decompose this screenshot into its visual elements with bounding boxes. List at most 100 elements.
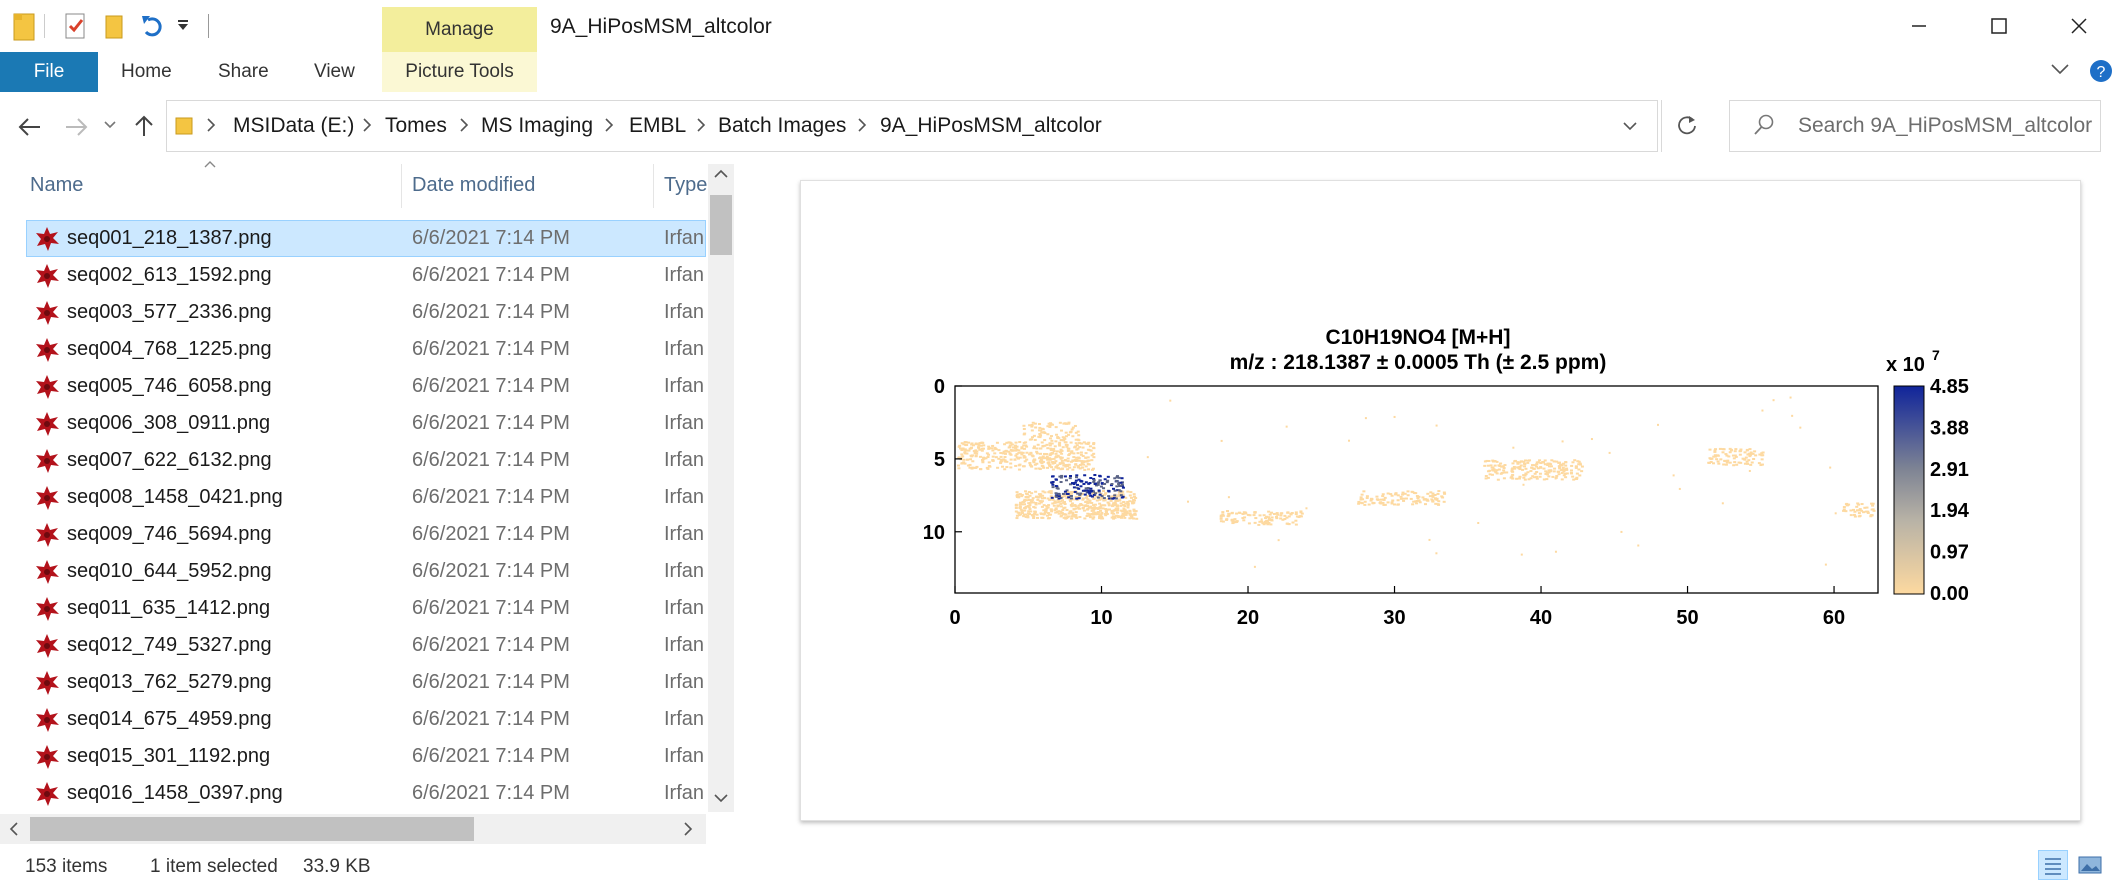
- recent-locations-button[interactable]: [104, 120, 116, 130]
- breadcrumb-batch-images[interactable]: Batch Images: [718, 114, 847, 137]
- intensity-pixel: [960, 449, 964, 452]
- intensity-pixel-high: [1057, 493, 1061, 496]
- address-history-dropdown[interactable]: [1622, 120, 1638, 132]
- intensity-pixel: [1409, 497, 1413, 500]
- intensity-pixel: [984, 457, 988, 460]
- intensity-pixel-high: [1086, 487, 1090, 490]
- intensity-pixel: [1050, 452, 1054, 455]
- vertical-scroll-thumb[interactable]: [710, 195, 732, 255]
- intensity-pixel: [973, 452, 977, 455]
- intensity-pixel: [1071, 426, 1075, 429]
- intensity-pixel: [1042, 466, 1046, 469]
- column-divider[interactable]: [401, 164, 402, 208]
- intensity-pixel: [1021, 465, 1025, 468]
- vertical-scrollbar[interactable]: [708, 164, 734, 812]
- scroll-left-icon[interactable]: [8, 821, 20, 837]
- breadcrumb-separator-icon[interactable]: [696, 117, 706, 133]
- intensity-pixel: [1123, 511, 1127, 514]
- intensity-pixel: [1844, 510, 1848, 513]
- new-folder-icon[interactable]: [104, 12, 124, 40]
- address-bar[interactable]: [166, 100, 1658, 152]
- intensity-pixel-high: [1087, 482, 1091, 485]
- customize-quick-access-icon[interactable]: [176, 20, 190, 34]
- intensity-pixel: [990, 447, 994, 450]
- intensity-pixel-high: [1096, 496, 1100, 499]
- intensity-pixel: [987, 461, 991, 464]
- intensity-pixel: [1562, 474, 1566, 477]
- horizontal-scroll-thumb[interactable]: [30, 817, 474, 841]
- breadcrumb-current-folder[interactable]: 9A_HiPosMSM_altcolor: [880, 114, 1102, 137]
- undo-icon[interactable]: [140, 12, 166, 40]
- file-list-row[interactable]: [26, 220, 706, 257]
- column-header-type[interactable]: Type: [664, 174, 708, 196]
- breadcrumb-embl[interactable]: EMBL: [629, 114, 687, 137]
- ion-image-preview: C10H19NO4 [M+H] m/z : 218.1387 ± 0.0005 …: [923, 326, 1970, 629]
- intensity-pixel: [1105, 512, 1109, 515]
- intensity-pixel: [1024, 513, 1028, 516]
- intensity-pixel: [1058, 444, 1062, 447]
- folder-icon[interactable]: [12, 12, 36, 42]
- intensity-pixel: [1070, 450, 1074, 453]
- intensity-pixel: [1743, 462, 1747, 465]
- intensity-pixel: [1739, 461, 1743, 464]
- intensity-pixel: [991, 449, 995, 452]
- intensity-pixel: [1538, 472, 1542, 475]
- intensity-pixel: [987, 445, 991, 448]
- intensity-pixel-high: [1074, 479, 1078, 482]
- intensity-pixel: [1858, 508, 1862, 511]
- breadcrumb-tomes[interactable]: Tomes: [385, 114, 447, 137]
- maximize-button[interactable]: [1968, 0, 2030, 52]
- intensity-pixel: [1348, 439, 1351, 442]
- intensity-pixel-high: [1064, 479, 1068, 482]
- large-icons-view-button[interactable]: [2077, 853, 2103, 877]
- breadcrumb-ms-imaging[interactable]: MS Imaging: [481, 114, 594, 137]
- search-input[interactable]: Search 9A_HiPosMSM_altcolor: [1798, 114, 2093, 137]
- breadcrumb-msidata[interactable]: MSIData (E:): [233, 114, 355, 137]
- tab-home[interactable]: Home: [121, 61, 172, 82]
- manage-contextual-tab[interactable]: [382, 7, 537, 52]
- refresh-button[interactable]: [1676, 114, 1698, 136]
- file-name: seq009_746_5694.png: [67, 523, 272, 545]
- intensity-pixel: [1430, 498, 1434, 501]
- minimize-button[interactable]: [1888, 0, 1950, 52]
- intensity-pixel: [1115, 514, 1119, 517]
- back-button[interactable]: [18, 116, 42, 138]
- breadcrumb-separator-icon[interactable]: [459, 117, 469, 133]
- intensity-pixel: [1073, 445, 1077, 448]
- properties-icon[interactable]: [64, 12, 88, 40]
- column-divider[interactable]: [653, 164, 654, 208]
- intensity-pixel: [1363, 500, 1367, 503]
- tab-picture-tools[interactable]: Picture Tools: [382, 52, 537, 92]
- details-view-button[interactable]: [2038, 850, 2068, 880]
- intensity-pixel: [1483, 464, 1487, 467]
- help-icon[interactable]: ?: [2089, 59, 2113, 83]
- intensity-pixel: [1043, 512, 1047, 515]
- close-button[interactable]: [2048, 0, 2110, 52]
- intensity-pixel: [1023, 432, 1027, 435]
- tab-share[interactable]: Share: [218, 61, 269, 82]
- breadcrumb-separator-icon[interactable]: [857, 117, 867, 133]
- intensity-pixel: [1364, 417, 1367, 420]
- scroll-down-icon[interactable]: [713, 792, 729, 804]
- search-box[interactable]: [1729, 100, 2101, 152]
- intensity-pixel: [1283, 514, 1287, 517]
- intensity-pixel: [996, 466, 1000, 469]
- breadcrumb-separator-icon[interactable]: [362, 117, 372, 133]
- expand-ribbon-icon[interactable]: [2050, 62, 2070, 76]
- scroll-right-icon[interactable]: [682, 821, 694, 837]
- tab-file[interactable]: File: [0, 52, 98, 92]
- intensity-pixel: [1268, 513, 1272, 516]
- breadcrumb-separator-icon[interactable]: [206, 117, 216, 133]
- scroll-up-icon[interactable]: [713, 168, 729, 180]
- up-button[interactable]: [134, 114, 154, 138]
- intensity-pixel: [1003, 460, 1007, 463]
- intensity-pixel: [1087, 459, 1091, 462]
- forward-button[interactable]: [64, 116, 88, 138]
- intensity-pixel: [1054, 466, 1058, 469]
- column-header-date-modified[interactable]: Date modified: [412, 174, 536, 196]
- column-header-name[interactable]: Name: [30, 174, 84, 196]
- tab-view[interactable]: View: [314, 61, 355, 82]
- breadcrumb-separator-icon[interactable]: [604, 117, 614, 133]
- intensity-pixel: [1009, 453, 1013, 456]
- intensity-pixel: [1033, 463, 1037, 466]
